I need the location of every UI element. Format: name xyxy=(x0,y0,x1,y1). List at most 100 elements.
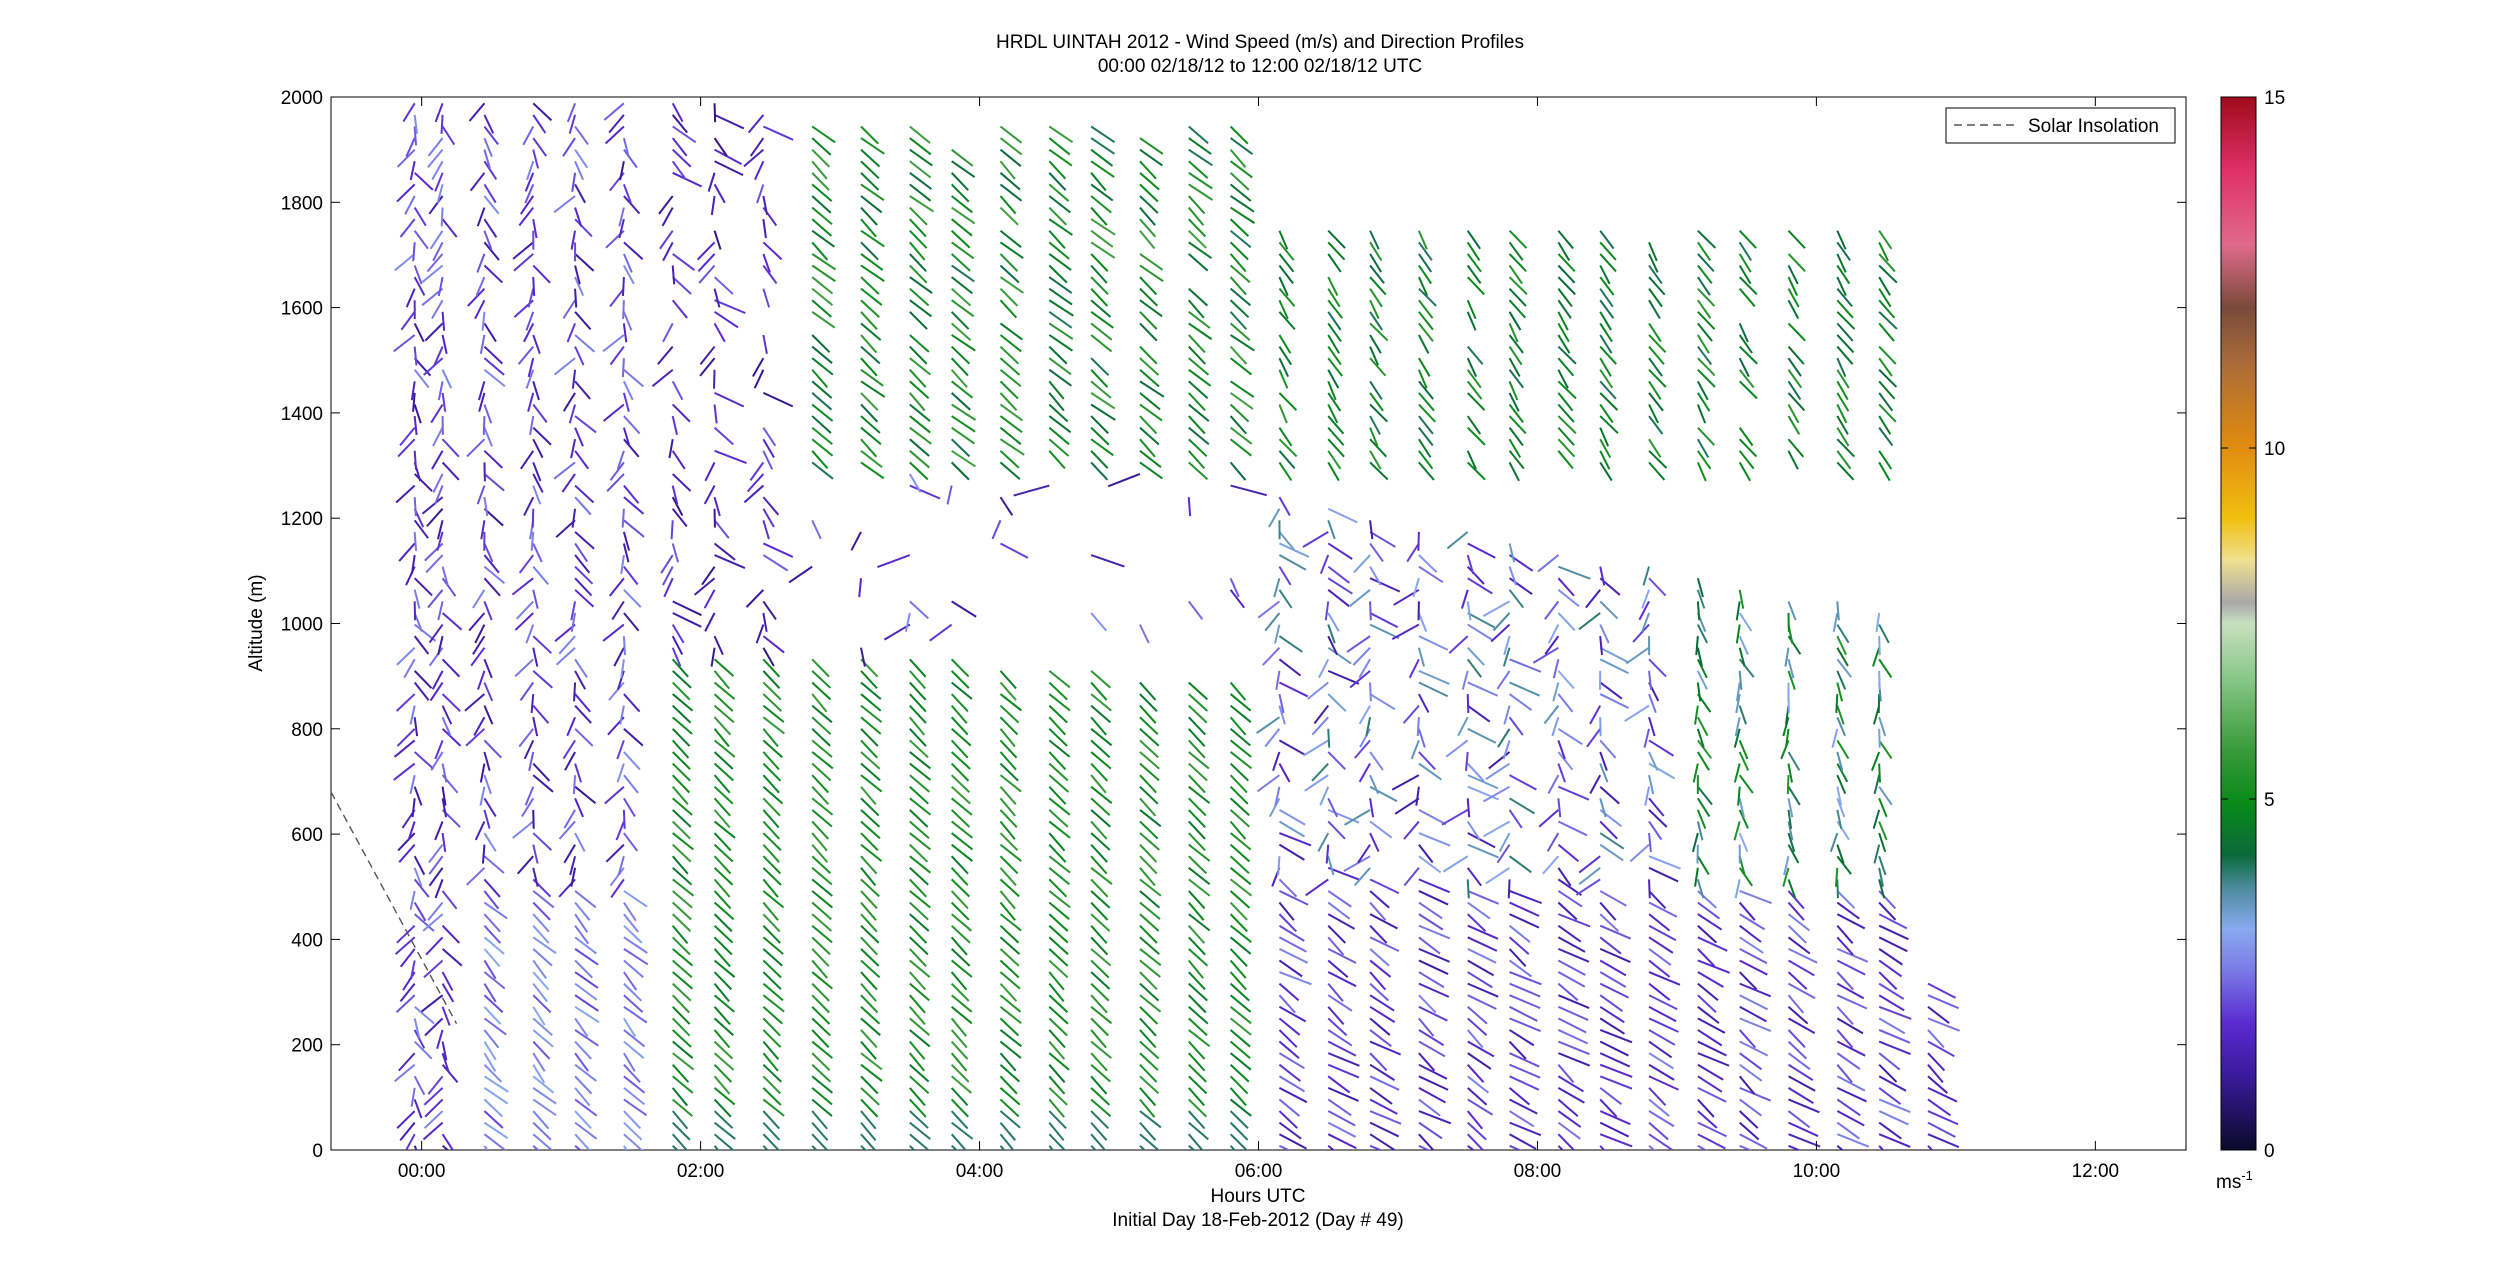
wind-barb xyxy=(1090,1052,1108,1072)
wind-barb xyxy=(1327,751,1346,770)
wind-barb xyxy=(1488,751,1511,770)
wind-barb xyxy=(1278,693,1285,714)
wind-barb xyxy=(394,936,416,955)
wind-barb xyxy=(1139,1017,1157,1037)
wind-barb xyxy=(1836,959,1866,976)
wind-barb xyxy=(909,241,926,261)
wind-barb xyxy=(1327,982,1344,1002)
wind-barb xyxy=(483,462,486,482)
wind-barb xyxy=(762,288,771,308)
wind-barb xyxy=(1327,392,1342,412)
wind-barb xyxy=(762,1098,785,1117)
wind-barb xyxy=(1418,762,1442,781)
wind-barb xyxy=(1188,693,1209,712)
wind-barb xyxy=(1509,971,1542,986)
wind-barb xyxy=(860,809,881,828)
wind-barb xyxy=(1090,809,1111,828)
wind-barb xyxy=(1418,1063,1448,1080)
wind-barb xyxy=(1369,542,1384,563)
wind-barb xyxy=(483,971,506,990)
wind-barb xyxy=(999,287,1019,307)
wind-barb xyxy=(441,832,447,853)
wind-barb xyxy=(1090,832,1111,851)
wind-barb xyxy=(1369,1040,1402,1056)
wind-barb xyxy=(483,925,502,944)
wind-barb xyxy=(1048,137,1071,156)
wind-barb xyxy=(860,229,885,248)
wind-barb xyxy=(483,241,500,261)
wind-barb xyxy=(1229,681,1247,701)
wind-barb xyxy=(409,890,416,910)
wind-barb xyxy=(1278,681,1309,698)
wind-barb xyxy=(1090,971,1111,990)
wind-barb xyxy=(519,195,535,215)
wind-barb xyxy=(714,299,746,315)
wind-barb xyxy=(436,1029,444,1049)
wind-barb xyxy=(1739,947,1768,965)
wind-barb xyxy=(1402,704,1420,724)
wind-barb xyxy=(1408,658,1420,679)
wind-barb xyxy=(1739,1017,1772,1032)
wind-barb xyxy=(1557,740,1566,760)
wind-barb xyxy=(1878,415,1892,435)
y-tick-label: 0 xyxy=(312,1141,323,1162)
wind-barb xyxy=(1107,473,1141,488)
wind-barb xyxy=(574,589,595,608)
wind-barb xyxy=(671,994,690,1014)
y-axis-label: Altitude (m) xyxy=(246,574,267,671)
wind-barb xyxy=(1648,288,1663,308)
wind-barb xyxy=(1466,1064,1485,1083)
wind-barb xyxy=(672,913,692,932)
wind-barb xyxy=(950,890,969,910)
wind-barb xyxy=(909,890,931,909)
wind-barb xyxy=(1048,403,1069,423)
wind-barb xyxy=(671,137,688,157)
wind-barb xyxy=(1466,867,1482,887)
wind-barb xyxy=(523,739,535,760)
wind-barb xyxy=(1836,797,1846,818)
wind-barb xyxy=(1836,276,1847,296)
wind-barb xyxy=(703,589,716,609)
wind-barb xyxy=(1509,890,1543,905)
wind-barb xyxy=(623,971,638,991)
wind-barb xyxy=(1418,994,1437,1014)
wind-barb xyxy=(1739,959,1768,976)
wind-barb xyxy=(1787,844,1800,864)
wind-barb xyxy=(1327,1110,1356,1127)
wind-barb xyxy=(1509,658,1542,673)
wind-barb xyxy=(1787,265,1799,285)
wind-barb xyxy=(1229,774,1248,794)
wind-barb xyxy=(1048,681,1068,701)
colorbar-tick-label: 15 xyxy=(2264,88,2285,109)
wind-barb xyxy=(466,438,486,458)
wind-barb xyxy=(623,368,645,388)
wind-barb xyxy=(1648,1121,1669,1141)
wind-barb xyxy=(762,948,783,967)
wind-barb xyxy=(1739,982,1772,998)
wind-barb xyxy=(519,681,535,702)
wind-barb xyxy=(1787,450,1799,470)
wind-barb xyxy=(999,670,1017,690)
wind-barb xyxy=(574,346,585,366)
wind-barb xyxy=(1557,727,1583,746)
wind-barb xyxy=(1406,542,1420,563)
wind-barb xyxy=(1467,1006,1488,1025)
wind-barb xyxy=(1139,206,1156,226)
wind-barb xyxy=(1327,612,1340,632)
wind-barb xyxy=(672,473,692,492)
wind-barb xyxy=(909,253,927,272)
wind-barb xyxy=(811,878,833,897)
wind-barb xyxy=(532,994,552,1014)
wind-barb xyxy=(433,346,444,366)
wind-barb xyxy=(523,322,535,343)
wind-barb xyxy=(482,416,486,435)
wind-barb xyxy=(1738,774,1754,794)
wind-barb xyxy=(762,774,780,794)
wind-barb xyxy=(1496,844,1511,864)
wind-barb xyxy=(1188,322,1213,341)
wind-barb xyxy=(811,658,830,678)
wind-barb xyxy=(1369,1052,1388,1072)
wind-barb xyxy=(1836,288,1853,307)
wind-barb xyxy=(1369,971,1387,991)
wind-barb xyxy=(553,195,576,214)
